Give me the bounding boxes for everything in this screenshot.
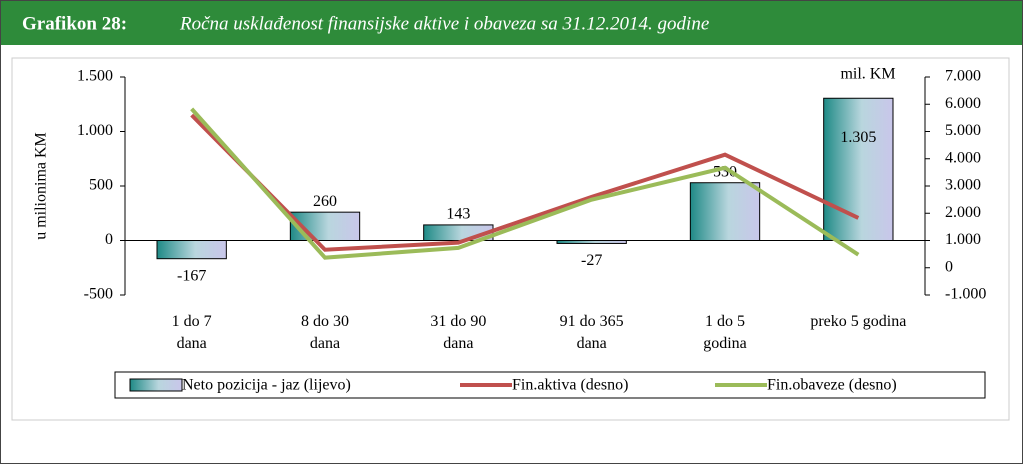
x-tick-label: preko 5 godina bbox=[810, 313, 906, 330]
plot-frame bbox=[11, 57, 1010, 421]
x-tick-label: 8 do 30 dana bbox=[301, 313, 349, 352]
unit-label: mil. KM bbox=[840, 66, 895, 83]
x-tick-label: 1 do 5 godina bbox=[703, 313, 747, 352]
data-label: -167 bbox=[177, 267, 206, 284]
chart-title: Grafikon 28: bbox=[22, 13, 127, 34]
data-label: 260 bbox=[313, 193, 337, 210]
chart-subtitle: Ročna usklađenost finansijske aktive i o… bbox=[179, 13, 709, 34]
bar bbox=[823, 97, 894, 241]
y2-tick-label: 7.000 bbox=[945, 68, 981, 85]
bar bbox=[156, 240, 227, 260]
legend-swatch bbox=[129, 378, 183, 392]
bar bbox=[556, 240, 627, 244]
y-tick-label: 500 bbox=[89, 177, 113, 194]
x-tick-label: 91 do 365 dana bbox=[560, 313, 624, 352]
y2-tick-label: 0 bbox=[945, 258, 953, 275]
legend bbox=[114, 371, 986, 399]
legend-label: Neto pozicija - jaz (lijevo) bbox=[182, 377, 351, 394]
y-tick-label: 0 bbox=[105, 231, 113, 248]
legend-label: Fin.obaveze (desno) bbox=[767, 377, 897, 394]
line-series bbox=[190, 113, 860, 252]
x-tick-label: 31 do 90 dana bbox=[430, 313, 486, 352]
y2-tick-label: 5.000 bbox=[945, 122, 981, 139]
y2-tick-label: 6.000 bbox=[945, 95, 981, 112]
line-series bbox=[190, 107, 860, 260]
y-tick-label: 1.500 bbox=[77, 68, 113, 85]
data-label: 1.305 bbox=[840, 129, 876, 146]
y2-tick-label: 2.000 bbox=[945, 204, 981, 221]
y2-tick-label: 3.000 bbox=[945, 177, 981, 194]
y-axis-label: u milionima KM bbox=[33, 132, 50, 240]
y2-tick-label: 1.000 bbox=[945, 231, 981, 248]
y2-tick-label: 4.000 bbox=[945, 149, 981, 166]
bar bbox=[689, 182, 761, 241]
y2-tick-label: -1.000 bbox=[945, 286, 986, 303]
y-tick-label: 1.000 bbox=[77, 122, 113, 139]
data-label: -27 bbox=[581, 252, 602, 269]
header bbox=[1, 1, 1022, 45]
y-tick-label: -500 bbox=[84, 286, 113, 303]
data-label: 143 bbox=[446, 206, 470, 223]
legend-label: Fin.aktiva (desno) bbox=[512, 377, 628, 394]
x-tick-label: 1 do 7 dana bbox=[172, 313, 212, 352]
